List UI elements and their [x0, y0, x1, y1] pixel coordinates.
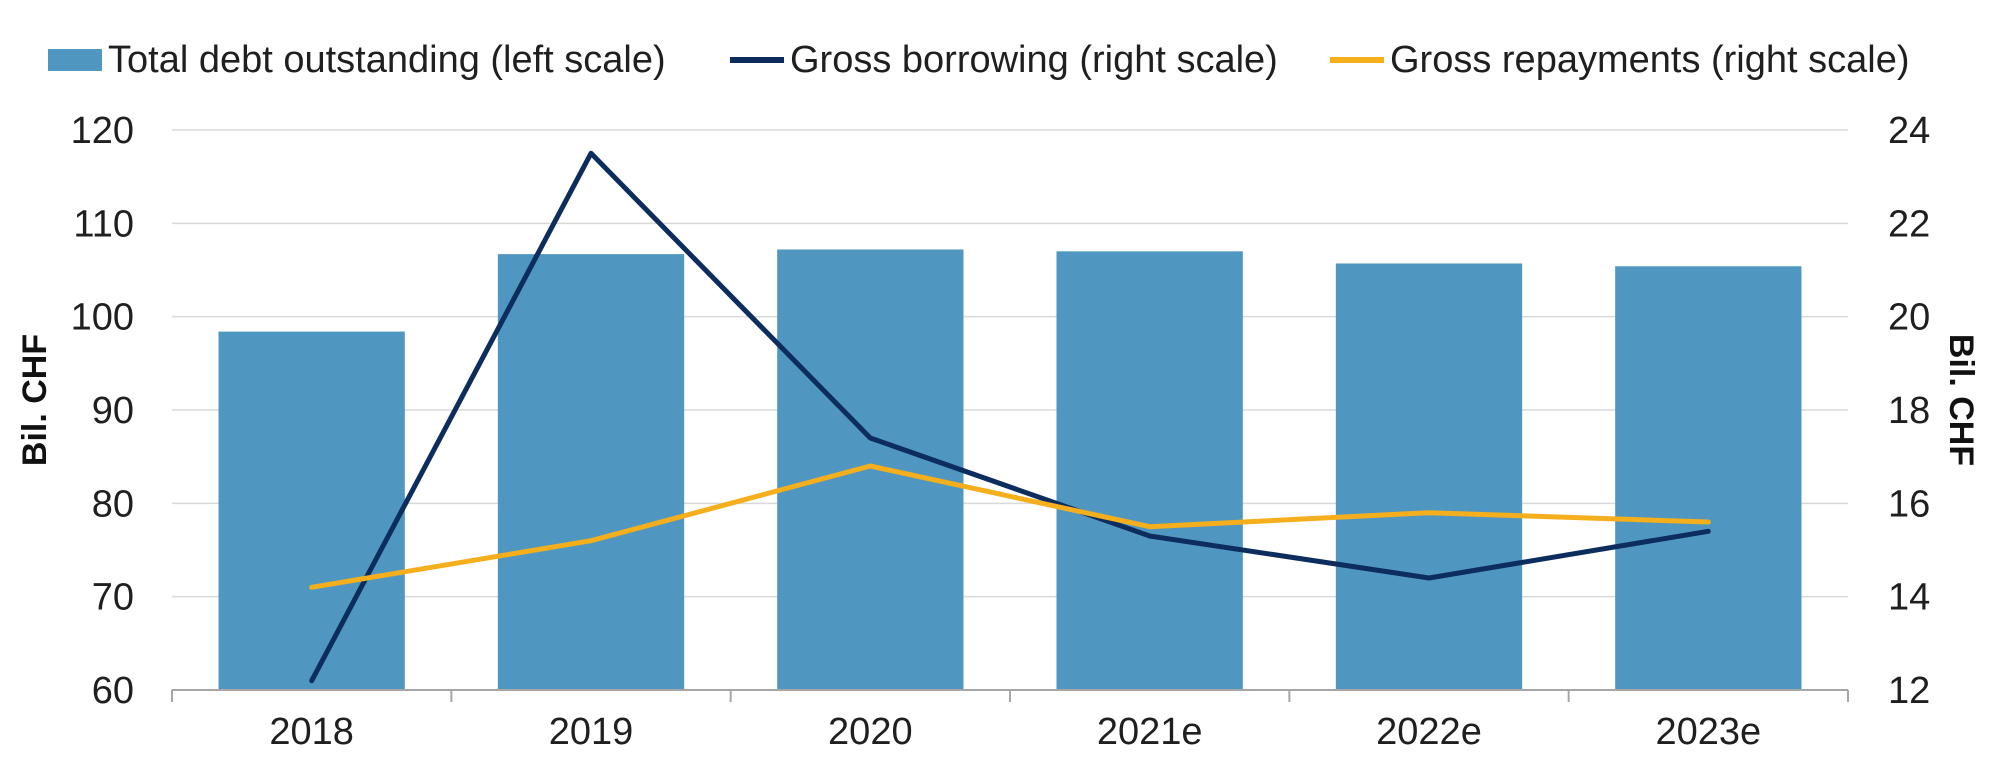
- legend-label-repayments: Gross repayments (right scale): [1390, 39, 1910, 81]
- y-left-tick-label: 90: [92, 390, 134, 432]
- y-right-tick-label: 20: [1888, 297, 1930, 339]
- line-gross-borrowing: [309, 150, 1711, 684]
- y-left-tick-label: 60: [92, 670, 134, 712]
- bar-total-debt: [218, 331, 405, 690]
- y-left-tick-label: 120: [71, 110, 134, 152]
- y-axis-right-title: Bil. CHF: [1942, 334, 1980, 466]
- y-left-tick-label: 80: [92, 483, 134, 525]
- legend-label-bars: Total debt outstanding (left scale): [108, 39, 666, 81]
- x-tick-label: 2020: [828, 711, 913, 753]
- bar-total-debt: [497, 254, 685, 690]
- bar-total-debt: [777, 249, 964, 690]
- axes-group: 60 70 80 90 100 110 120 12 14 16 18 20 22 24 2018 2019 2…: [71, 110, 1931, 753]
- x-tick-label: 2022e: [1376, 711, 1482, 753]
- x-tick-label: 2019: [549, 711, 634, 753]
- lines-group: [309, 150, 1711, 684]
- x-tick-label: 2018: [269, 711, 354, 753]
- bar-total-debt: [1335, 263, 1523, 690]
- legend-swatch-bars: [48, 49, 102, 71]
- y-right-tick-label: 14: [1888, 577, 1930, 619]
- y-left-tick-label: 100: [71, 297, 134, 339]
- y-right-tick-label: 16: [1888, 483, 1930, 525]
- x-tick-label: 2021e: [1097, 711, 1203, 753]
- line-gross-repayments: [309, 463, 1711, 590]
- y-axis-left-title: Bil. CHF: [16, 334, 54, 466]
- y-right-tick-label: 22: [1888, 203, 1930, 245]
- x-tick-label: 2023e: [1655, 711, 1761, 753]
- gridlines: [172, 129, 1848, 598]
- y-left-tick-label: 70: [92, 577, 134, 619]
- y-right-tick-label: 18: [1888, 390, 1930, 432]
- legend: Total debt outstanding (left scale) Gros…: [48, 39, 1910, 81]
- bars-group: [218, 249, 1802, 691]
- bar-total-debt: [1615, 266, 1802, 690]
- y-left-tick-label: 110: [73, 203, 134, 245]
- bar-total-debt: [1056, 251, 1243, 691]
- y-right-tick-label: 12: [1888, 670, 1930, 712]
- legend-label-borrowing: Gross borrowing (right scale): [790, 39, 1278, 81]
- y-right-tick-label: 24: [1888, 110, 1930, 152]
